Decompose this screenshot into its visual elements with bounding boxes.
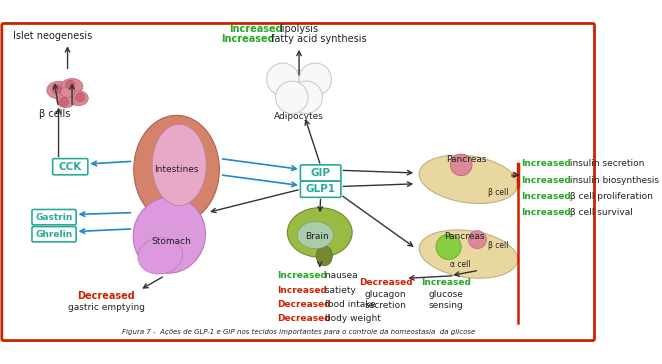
Text: Increased: Increased bbox=[520, 176, 571, 185]
Circle shape bbox=[469, 231, 487, 249]
Text: Increased: Increased bbox=[421, 278, 471, 288]
Text: food intake: food intake bbox=[322, 300, 376, 309]
Text: Decreased: Decreased bbox=[277, 314, 331, 323]
Text: body weight: body weight bbox=[322, 314, 381, 323]
Ellipse shape bbox=[57, 94, 75, 108]
Text: glucagon: glucagon bbox=[365, 290, 406, 299]
Text: Stomach: Stomach bbox=[151, 237, 191, 246]
Circle shape bbox=[290, 81, 322, 114]
FancyBboxPatch shape bbox=[32, 209, 76, 225]
Ellipse shape bbox=[297, 222, 333, 249]
FancyBboxPatch shape bbox=[2, 23, 594, 341]
Text: Decreased: Decreased bbox=[277, 300, 331, 309]
Text: gastric emptying: gastric emptying bbox=[68, 303, 145, 312]
Ellipse shape bbox=[68, 91, 88, 106]
Text: Pancreas: Pancreas bbox=[446, 155, 487, 164]
Ellipse shape bbox=[287, 208, 352, 257]
Text: Increased: Increased bbox=[229, 24, 283, 34]
Text: Increased: Increased bbox=[520, 159, 571, 169]
Text: Decreased: Decreased bbox=[77, 292, 135, 301]
Text: Pancreas: Pancreas bbox=[445, 232, 485, 241]
FancyBboxPatch shape bbox=[301, 165, 341, 181]
Ellipse shape bbox=[419, 155, 518, 203]
Text: β cell: β cell bbox=[488, 188, 508, 197]
Ellipse shape bbox=[47, 81, 70, 99]
Text: glucose: glucose bbox=[428, 290, 463, 299]
Text: Islet neogenesis: Islet neogenesis bbox=[13, 31, 92, 41]
Ellipse shape bbox=[316, 246, 332, 266]
Circle shape bbox=[75, 93, 85, 102]
Text: Ghrelin: Ghrelin bbox=[36, 230, 73, 239]
Ellipse shape bbox=[134, 115, 219, 223]
Text: CCK: CCK bbox=[59, 162, 82, 172]
Ellipse shape bbox=[138, 238, 183, 274]
Text: α cell: α cell bbox=[450, 260, 471, 269]
Ellipse shape bbox=[152, 124, 207, 205]
Text: Figura 7 -  Ações de GLP-1 e GIP nos tecidos importantes para o controle da home: Figura 7 - Ações de GLP-1 e GIP nos teci… bbox=[122, 329, 475, 336]
Circle shape bbox=[275, 81, 308, 114]
Circle shape bbox=[283, 70, 315, 103]
Text: GIP: GIP bbox=[310, 168, 330, 178]
Circle shape bbox=[60, 97, 68, 106]
Text: β cells: β cells bbox=[39, 108, 70, 119]
Circle shape bbox=[66, 80, 75, 89]
Text: β cell survival: β cell survival bbox=[567, 208, 634, 217]
Text: β cell: β cell bbox=[488, 241, 508, 250]
Text: Increased: Increased bbox=[520, 192, 571, 201]
Text: GLP1: GLP1 bbox=[306, 184, 336, 194]
Text: satiety: satiety bbox=[322, 286, 356, 294]
Text: fatty acid synthesis: fatty acid synthesis bbox=[271, 34, 367, 44]
Circle shape bbox=[450, 154, 472, 176]
Text: Decreased: Decreased bbox=[359, 278, 412, 288]
Ellipse shape bbox=[60, 87, 75, 97]
FancyBboxPatch shape bbox=[53, 159, 88, 175]
Text: Gastrin: Gastrin bbox=[35, 213, 73, 222]
Circle shape bbox=[52, 85, 62, 94]
Text: Increased: Increased bbox=[520, 208, 571, 217]
Text: Increased: Increased bbox=[277, 271, 327, 280]
Text: Adipocytes: Adipocytes bbox=[274, 112, 324, 121]
Text: sensing: sensing bbox=[428, 301, 463, 310]
Text: insulin secretion: insulin secretion bbox=[567, 159, 645, 169]
Text: insulin biosynthesis: insulin biosynthesis bbox=[567, 176, 659, 185]
Ellipse shape bbox=[62, 78, 83, 95]
FancyBboxPatch shape bbox=[32, 226, 76, 242]
Text: secretion: secretion bbox=[365, 301, 406, 310]
Ellipse shape bbox=[133, 197, 205, 273]
Text: nausea: nausea bbox=[322, 271, 358, 280]
Ellipse shape bbox=[419, 230, 518, 278]
Circle shape bbox=[299, 63, 332, 95]
Text: Increased: Increased bbox=[277, 286, 327, 294]
Text: Brain: Brain bbox=[305, 232, 329, 241]
Text: β cell proliferation: β cell proliferation bbox=[567, 192, 653, 201]
Text: Increased: Increased bbox=[220, 34, 274, 44]
Circle shape bbox=[436, 234, 461, 260]
Circle shape bbox=[267, 63, 299, 95]
FancyBboxPatch shape bbox=[301, 181, 341, 197]
Text: lipolysis: lipolysis bbox=[279, 24, 318, 34]
Text: Intestines: Intestines bbox=[154, 165, 199, 174]
